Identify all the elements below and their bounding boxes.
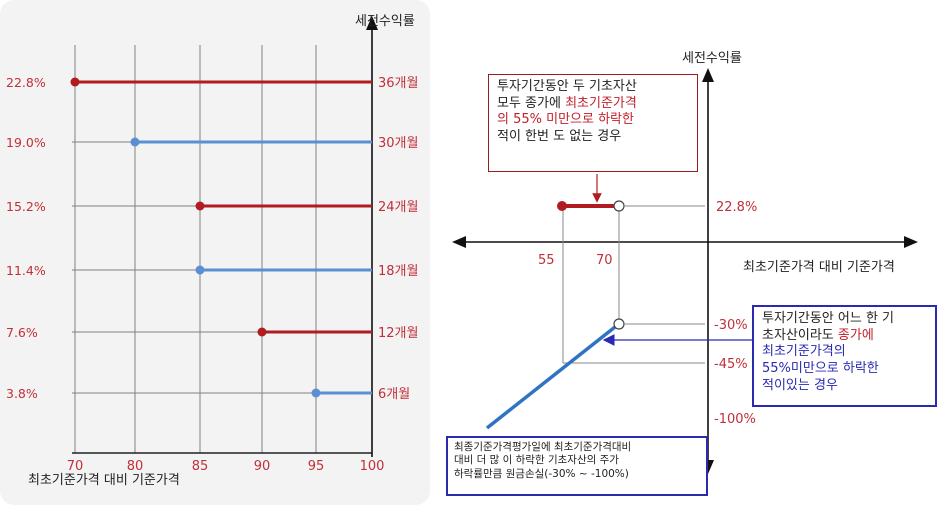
right-x-axis-arrow-left (452, 236, 466, 248)
series-start-point-36개월 (70, 77, 80, 87)
right-y-axis-arrow-up (702, 68, 714, 82)
left-series-group: 22.8% 36개월 19.0% 30개월 15.2% 24개월 11.4% 18개월 7.6%… (6, 75, 418, 402)
note-breach-line4: 55%미만으로 하락한 (762, 360, 879, 376)
note-loss-line1: 최종기준가격평가일에 최초기준가격대비 (454, 441, 632, 453)
series-return-label-18개월: 11.4% (6, 263, 46, 278)
right-tick-70: 70 (596, 253, 613, 268)
series-start-point-6개월 (311, 388, 321, 398)
series-start-point-24개월 (195, 201, 205, 211)
note-breach-line2: 초자산이라도 종가에 (762, 328, 927, 345)
series-start-point-12개월 (257, 327, 267, 337)
right-y-axis-title: 세전수익률 (682, 51, 742, 66)
note-breach-line1: 투자기간동안 어느 한 기 (762, 311, 894, 326)
series-return-label-12개월: 7.6% (6, 325, 38, 340)
right-x-axis-title: 최초기준가격 대비 기준가격 (743, 260, 895, 275)
series-start-point-18개월 (195, 265, 205, 275)
note-no-breach-line2-text: 모두 종가에 (497, 95, 566, 111)
series-period-label-6개월: 6개월 (378, 387, 410, 402)
series-period-label-30개월: 30개월 (378, 136, 418, 151)
note-no-breach-line3: 의 55% 미만으로 하락한 (497, 112, 634, 128)
left-x-ticks: 70 80 85 90 95 100 (67, 459, 385, 474)
right-tick-55: 55 (538, 253, 555, 268)
note-breach: 투자기간동안 어느 한 기 초자산이라도 종가에 최초기준가격의 55%미만으로… (752, 305, 937, 407)
note-breach-line2-text: 초자산이라도 (762, 327, 838, 343)
note-breach-line5: 적이있는 경우 (762, 377, 838, 393)
left-x-axis-title: 최초기준가격 대비 기준가격 (28, 473, 180, 488)
left-y-axis-title: 세전수익률 (355, 14, 415, 29)
label-m45: -45% (714, 357, 748, 372)
note-loss-line2: 대비 더 많 이 하락한 기초자산의 주가 (454, 454, 619, 467)
note-loss-line3: 하락률만큼 원금손실(-30% ~ -100%) (454, 467, 629, 480)
series-return-label-6개월: 3.8% (6, 386, 38, 401)
note-no-breach-line1: 투자기간동안 두 기초자산 (497, 79, 637, 94)
gain-start-point (557, 201, 567, 211)
label-m100: -100% (714, 412, 756, 427)
left-x-tick-85: 85 (192, 459, 209, 474)
label-22-8: 22.8% (716, 200, 757, 215)
label-m30: -30% (714, 318, 748, 333)
loss-line (485, 325, 617, 430)
series-return-label-30개월: 19.0% (6, 135, 46, 150)
series-period-label-36개월: 36개월 (378, 76, 418, 91)
left-x-tick-70: 70 (67, 459, 84, 474)
note-no-breach: 투자기간동안 두 기초자산 모두 종가에 최초기준가격 의 55% 미만으로 하… (488, 74, 698, 172)
left-x-tick-95: 95 (308, 459, 325, 474)
loss-end-open-point (613, 318, 625, 330)
left-x-tick-90: 90 (254, 459, 271, 474)
note-loss: 최종기준가격평가일에 최초기준가격대비 대비 더 많 이 하락한 기초자산의 주… (446, 436, 708, 496)
left-x-tick-100: 100 (360, 459, 385, 474)
note-no-breach-line4: 적이 한번 도 없는 경우 (497, 128, 622, 144)
left-y-axis-arrow (366, 16, 378, 30)
series-return-label-24개월: 15.2% (6, 199, 46, 214)
right-x-axis-arrow-right (904, 236, 918, 248)
series-period-label-12개월: 12개월 (378, 326, 418, 341)
gain-end-open-point (613, 200, 625, 212)
note-no-breach-line2: 모두 종가에 최초기준가격 (497, 96, 689, 113)
note-breach-line3: 최초기준가격의 (762, 344, 846, 360)
series-period-label-18개월: 18개월 (378, 264, 418, 279)
series-period-label-24개월: 24개월 (378, 200, 418, 215)
series-start-point-30개월 (130, 137, 140, 147)
series-return-label-36개월: 22.8% (6, 75, 46, 90)
note-breach-line2-red: 종가에 (837, 327, 874, 343)
left-x-tick-80: 80 (127, 459, 144, 474)
note-no-breach-line2-red: 최초기준가격 (565, 95, 637, 111)
